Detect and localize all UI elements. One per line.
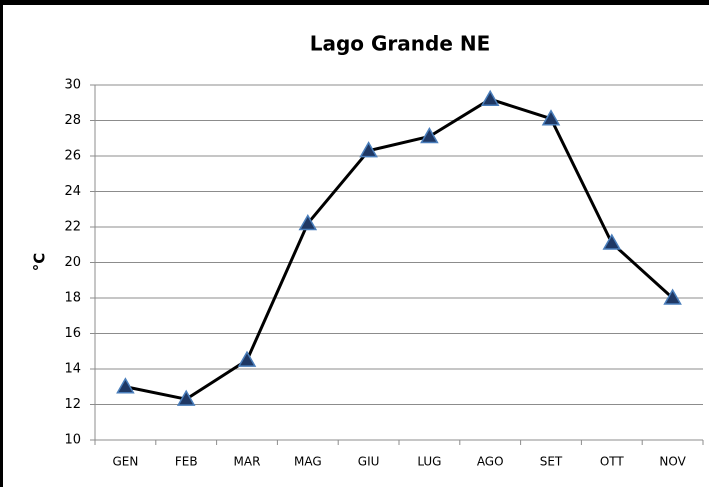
line [125,97,674,401]
x-tick-label: FEB [175,455,198,469]
marker [420,126,439,144]
marker [480,89,500,106]
chart-title: Lago Grande NE [310,32,491,56]
marker [176,389,196,406]
marker [359,141,378,158]
y-tick-label: 26 [64,149,81,164]
y-tick-label: 22 [64,220,81,235]
y-tick-label: 28 [64,113,81,128]
marker [541,109,561,126]
x-tick-label: GEN [112,455,138,469]
x-tick-label: OTT [600,455,625,469]
frame-left [0,0,3,487]
y-tick-label: 24 [64,184,81,199]
x-tick-label: MAR [234,455,261,469]
y-tick-label: 30 [64,78,81,93]
marker [237,350,257,367]
frame-top [0,0,709,5]
y-tick-label: 14 [64,362,81,377]
marker [663,288,682,305]
y-tick-label: 10 [64,433,81,448]
y-tick-label: 12 [64,397,81,412]
marker [602,233,622,250]
marker [298,213,318,231]
y-tick-label: 16 [64,326,81,341]
y-tick-label: 20 [64,255,81,270]
x-tick-label: LUG [417,455,441,469]
x-tick-label: NOV [659,455,686,469]
y-axis-label: °C [31,253,49,272]
y-tick-label: 18 [64,291,81,306]
x-tick-label: SET [540,455,563,469]
x-tick-label: GIU [358,455,380,469]
x-tick-label: AGO [477,455,504,469]
marker [116,377,135,394]
x-tick-label: MAG [294,455,322,469]
